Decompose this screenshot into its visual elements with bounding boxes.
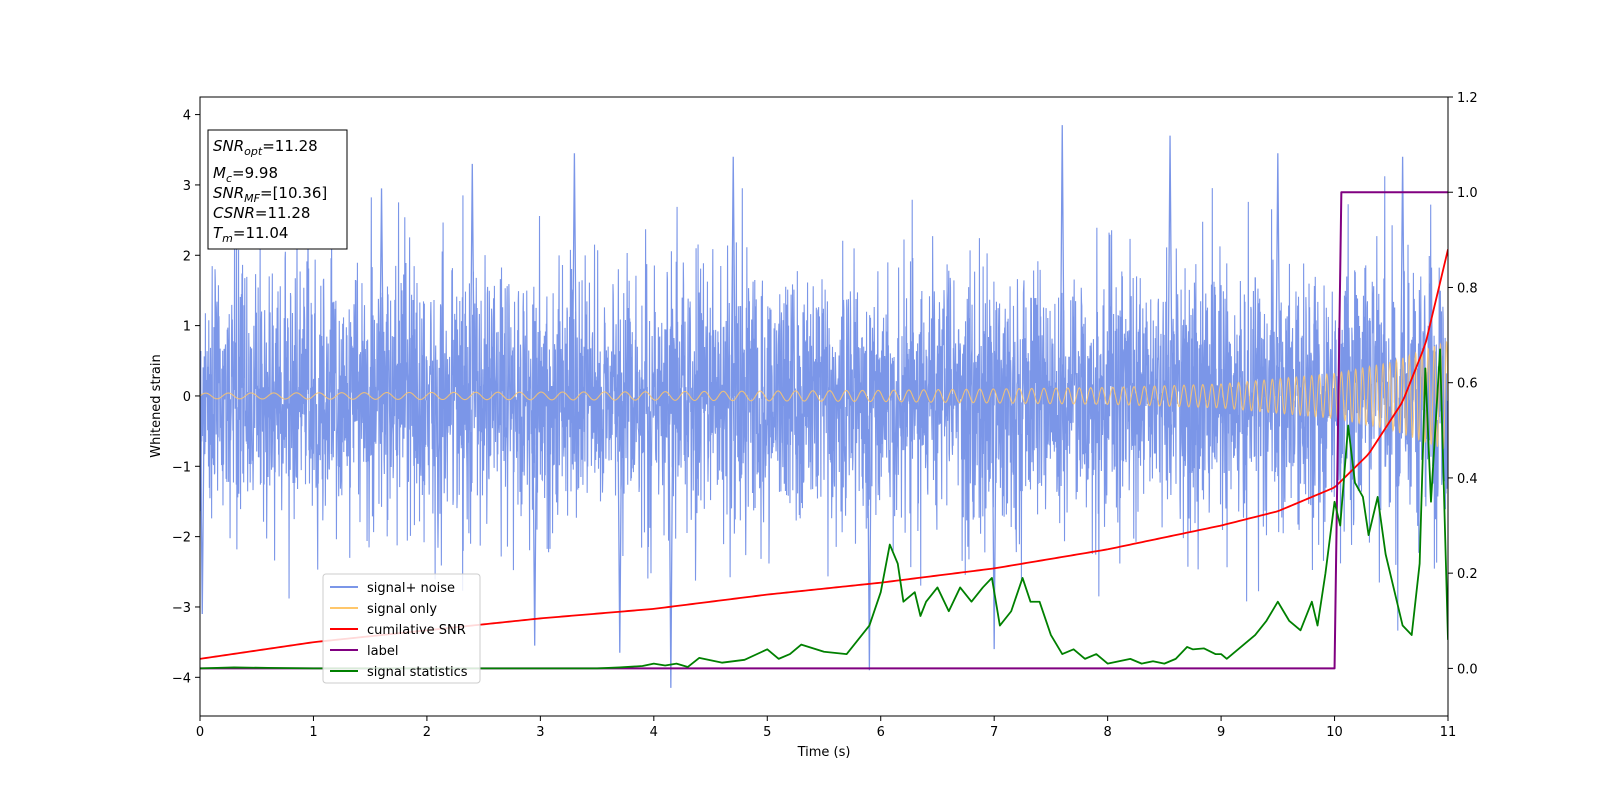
axis-ticks: 0 1 2 3 4 5 6 7 8 9 10 11 −4 −3 −2 −1 0 1 2 3 4 0.0 0.2 0.4 0.6 0… bbox=[172, 91, 1478, 740]
legend-label: signal only bbox=[367, 602, 437, 617]
signal-noise-peak bbox=[730, 156, 736, 396]
signal-noise-peak bbox=[866, 395, 873, 671]
annotation-line: SNRMF=[10.36] bbox=[213, 184, 327, 205]
y-left-tick-label: 1 bbox=[183, 320, 191, 335]
legend-label: signal statistics bbox=[367, 665, 468, 680]
x-tick-label: 2 bbox=[423, 725, 431, 740]
x-tick-label: 1 bbox=[309, 725, 317, 740]
signal-noise-peak bbox=[1167, 135, 1173, 396]
y-left-tick-label: −1 bbox=[172, 460, 191, 475]
x-tick-label: 5 bbox=[763, 725, 771, 740]
signal-noise-peak bbox=[617, 395, 623, 653]
y-left-tick-label: −4 bbox=[172, 671, 191, 686]
y-right-tick-label: 0.6 bbox=[1457, 377, 1478, 392]
y-left-tick-label: 2 bbox=[183, 249, 191, 264]
y-right-tick-label: 0.2 bbox=[1457, 567, 1478, 582]
signal-noise-peak bbox=[200, 395, 205, 615]
y-right-tick-label: 1.2 bbox=[1457, 91, 1478, 106]
annotation-line: CSNR=11.28 bbox=[213, 204, 310, 222]
annotation-line: SNRopt=11.28 bbox=[213, 137, 318, 158]
signal-noise-peak bbox=[532, 395, 538, 646]
signal-noise-peak bbox=[469, 163, 475, 396]
x-tick-label: 8 bbox=[1103, 725, 1111, 740]
signal-noise-peak bbox=[571, 153, 578, 396]
x-tick-label: 0 bbox=[196, 725, 204, 740]
y-left-tick-label: 0 bbox=[183, 390, 191, 405]
series-line-label bbox=[200, 191, 1448, 670]
series-line-signal-noise bbox=[200, 176, 1448, 631]
y-right-tick-label: 0.8 bbox=[1457, 281, 1478, 296]
series-line-signal-only bbox=[200, 340, 1448, 450]
y-left-tick-label: −3 bbox=[172, 601, 191, 616]
annotation-frame bbox=[207, 129, 348, 250]
legend-label: label bbox=[367, 644, 398, 659]
x-tick-label: 10 bbox=[1326, 725, 1343, 740]
y-left-tick-label: 3 bbox=[183, 179, 191, 194]
y-axis-label: Whitened strain bbox=[149, 354, 164, 457]
legend-label: signal+ noise bbox=[367, 581, 455, 596]
legend: signal+ noise signal only cumilative SNR la… bbox=[322, 573, 481, 684]
series-line-signal-statistics bbox=[200, 348, 1448, 670]
signal-noise-peak bbox=[1399, 156, 1406, 396]
x-tick-label: 11 bbox=[1440, 725, 1457, 740]
x-tick-label: 3 bbox=[536, 725, 544, 740]
y-left-tick-label: 4 bbox=[183, 109, 191, 124]
x-tick-label: 6 bbox=[877, 725, 885, 740]
y-right-tick-label: 0.0 bbox=[1457, 662, 1478, 677]
legend-label: cumilative SNR bbox=[367, 623, 466, 638]
legend-frame bbox=[322, 573, 481, 684]
annotation-line: Tm=11.04 bbox=[213, 224, 288, 245]
x-tick-label: 9 bbox=[1217, 725, 1225, 740]
signal-noise-peak bbox=[668, 395, 674, 688]
annotation-line: Mc=9.98 bbox=[213, 164, 278, 185]
y-right-tick-label: 1.0 bbox=[1457, 186, 1478, 201]
y-right-tick-label: 0.4 bbox=[1457, 472, 1478, 487]
x-axis-label: Time (s) bbox=[797, 745, 851, 760]
axes-frame bbox=[199, 96, 1449, 717]
signal-noise-peak bbox=[378, 188, 385, 396]
y-left-tick-label: −2 bbox=[172, 531, 191, 546]
plot-area bbox=[200, 125, 1448, 688]
signal-noise-peak bbox=[1275, 153, 1281, 396]
x-tick-label: 4 bbox=[650, 725, 658, 740]
signal-noise-peak bbox=[991, 395, 997, 650]
x-tick-label: 7 bbox=[990, 725, 998, 740]
metrics-annotation-box: SNRopt=11.28 Mc=9.98SNRMF=[10.36]CSNR=11.… bbox=[207, 129, 348, 250]
signal-noise-peak bbox=[1059, 125, 1065, 396]
